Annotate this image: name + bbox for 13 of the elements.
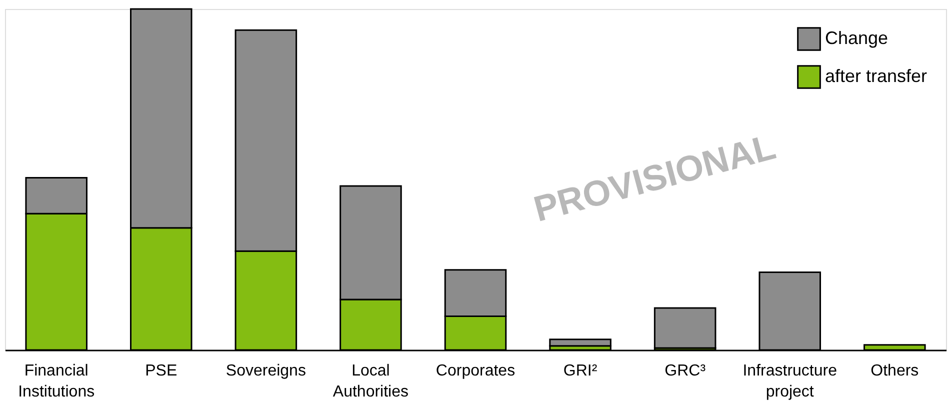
x-tick-label: Others bbox=[870, 362, 919, 380]
x-tick-label: PSE bbox=[145, 362, 178, 380]
x-tick-label: Corporates bbox=[436, 362, 516, 380]
x-tick-label: GRC³ bbox=[664, 362, 706, 380]
x-tick-label: Sovereigns bbox=[226, 362, 306, 380]
bar bbox=[549, 338, 612, 347]
x-tick-label: Local Authorities bbox=[332, 362, 409, 400]
legend-label: Change bbox=[825, 28, 888, 48]
x-tick-label: Infrastructure project bbox=[742, 362, 838, 400]
legend-label: after transfer bbox=[825, 66, 928, 86]
bar bbox=[654, 307, 716, 349]
x-tick-label: Financial Institutions bbox=[18, 362, 95, 400]
x-tick-label: GRI² bbox=[563, 362, 598, 380]
